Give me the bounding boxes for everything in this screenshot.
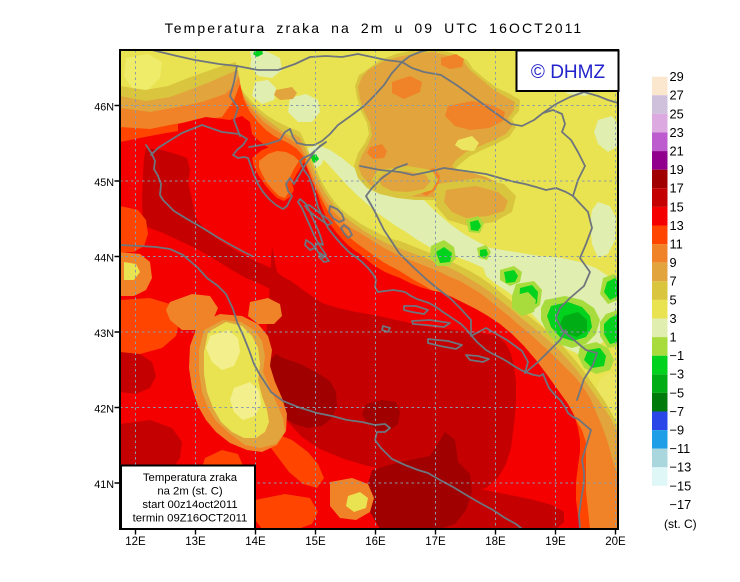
svg-text:21: 21 [670, 144, 684, 159]
svg-text:−9: −9 [670, 423, 685, 438]
svg-text:19: 19 [670, 162, 684, 177]
svg-text:5: 5 [670, 292, 677, 307]
svg-text:−17: −17 [670, 497, 692, 512]
svg-text:1: 1 [670, 330, 677, 345]
svg-text:15E: 15E [305, 536, 326, 548]
svg-text:−11: −11 [670, 441, 691, 456]
svg-text:19E: 19E [545, 536, 566, 548]
svg-text:−15: −15 [670, 478, 692, 493]
svg-text:12E: 12E [125, 536, 146, 548]
svg-text:42N: 42N [94, 404, 114, 416]
svg-text:23: 23 [670, 125, 684, 140]
svg-text:27: 27 [670, 88, 684, 103]
svg-text:11: 11 [670, 237, 683, 252]
svg-text:45N: 45N [94, 177, 114, 189]
svg-text:41N: 41N [94, 479, 114, 491]
svg-text:13: 13 [670, 218, 684, 233]
svg-text:46N: 46N [94, 102, 114, 114]
svg-text:25: 25 [670, 106, 684, 121]
svg-text:7: 7 [670, 274, 677, 289]
svg-text:−5: −5 [670, 385, 685, 400]
svg-text:13E: 13E [185, 536, 206, 548]
svg-text:29: 29 [670, 69, 684, 84]
svg-text:20E: 20E [605, 536, 626, 548]
svg-text:Temperatura zraka: Temperatura zraka [143, 472, 238, 484]
svg-text:Temperatura zraka na 2m u 09 U: Temperatura zraka na 2m u 09 UTC 16OCT20… [165, 20, 584, 36]
svg-text:44N: 44N [94, 253, 114, 265]
svg-text:15: 15 [670, 199, 684, 214]
svg-text:17E: 17E [425, 536, 446, 548]
svg-text:18E: 18E [485, 536, 506, 548]
svg-text:17: 17 [670, 181, 684, 196]
svg-text:9: 9 [670, 255, 677, 270]
svg-text:termin 09Z16OCT2011: termin 09Z16OCT2011 [133, 513, 248, 525]
svg-text:−7: −7 [670, 404, 685, 419]
svg-text:© DHMZ: © DHMZ [531, 62, 606, 83]
svg-text:−3: −3 [670, 367, 685, 382]
svg-text:3: 3 [670, 311, 677, 326]
svg-text:start 00z14oct2011: start 00z14oct2011 [142, 499, 237, 511]
svg-text:na 2m (st. C): na 2m (st. C) [157, 486, 223, 498]
svg-text:−13: −13 [670, 460, 692, 475]
svg-text:(st. C): (st. C) [664, 517, 697, 531]
svg-text:−1: −1 [670, 348, 685, 363]
svg-text:43N: 43N [94, 328, 114, 340]
svg-text:16E: 16E [365, 536, 386, 548]
svg-text:14E: 14E [245, 536, 266, 548]
